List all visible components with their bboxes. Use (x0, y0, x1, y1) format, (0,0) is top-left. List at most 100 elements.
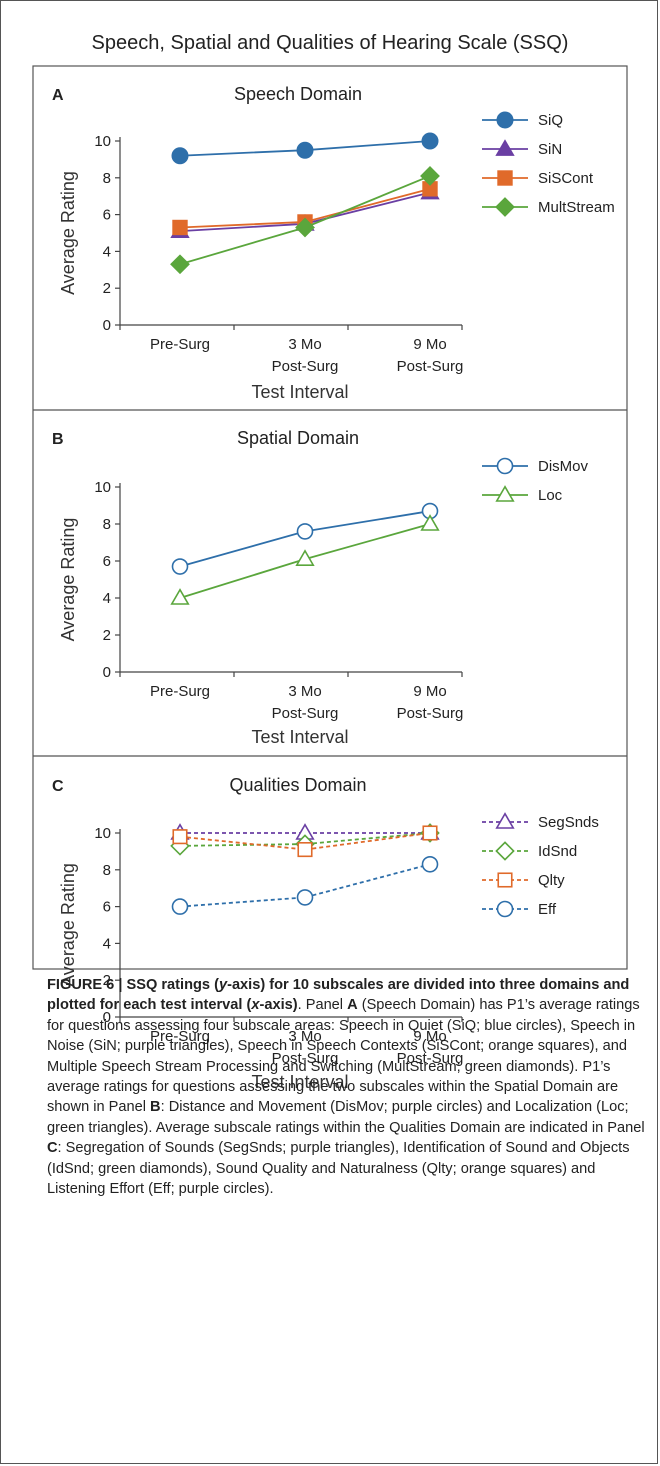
legend-marker (496, 900, 514, 918)
data-point-loc (295, 549, 315, 566)
y-tick-label: 4 (103, 935, 111, 952)
legend-label-siscont: SiSCont (538, 170, 594, 187)
legend-marker (495, 812, 515, 829)
y-axis-label: Average Rating (58, 863, 78, 987)
caption-x-word: x (251, 997, 260, 1014)
chart-panel-c: C Qualities Domain 0 2 4 6 8 10 Pre-Surg 3 Mo Post… (52, 775, 599, 1092)
legend-label-loc: Loc (538, 487, 563, 504)
y-tick-label: 10 (94, 825, 111, 842)
legend-label-dismov: DisMov (538, 458, 589, 475)
y-tick-label: 0 (103, 317, 111, 334)
legend-marker (495, 485, 515, 502)
y-axis-label: Average Rating (58, 171, 78, 295)
data-point-qlty (422, 825, 438, 841)
caption-y-word: y (218, 977, 228, 993)
caption-mid1: -axis) for 10 subscales are divided into… (47, 977, 630, 1014)
y-tick-label: 2 (103, 972, 111, 989)
x-tick-label: Post-Surg (272, 1050, 339, 1067)
x-tick-label: 9 Mo (413, 683, 446, 700)
x-tick-label: 3 Mo (288, 683, 321, 700)
x-tick-label: Pre-Surg (150, 336, 210, 353)
data-point-loc (170, 588, 190, 605)
x-tick-label: 9 Mo (413, 1028, 446, 1045)
caption-panel-b: B (150, 1099, 161, 1116)
caption-mid2: -axis) (259, 997, 298, 1014)
data-point-eff (171, 898, 189, 915)
data-point-dismov (171, 558, 189, 575)
legend-marker (495, 197, 515, 217)
legend-label-segsnds: SegSnds (538, 814, 599, 831)
y-tick-label: 6 (103, 207, 111, 224)
y-tick-label: 4 (103, 243, 111, 260)
y-tick-label: 10 (94, 479, 111, 496)
legend-marker (495, 139, 515, 156)
panel-letter: B (52, 431, 64, 448)
y-tick-label: 10 (94, 133, 111, 150)
data-point-dismov (296, 523, 314, 540)
caption-text3: : Distance and Movement (DisMov; purple … (47, 1099, 645, 1136)
x-tick-label: Post-Surg (397, 705, 464, 722)
legend-marker (496, 457, 514, 475)
y-tick-label: 8 (103, 516, 111, 533)
x-tick-label: Post-Surg (272, 358, 339, 375)
figure-caption: FIGURE 6 | SSQ ratings (y-axis) for 10 s… (47, 975, 645, 1199)
caption-text2: (Speech Domain) has P1’s average ratings… (47, 997, 640, 1116)
caption-panel-a: A (347, 997, 358, 1014)
caption-panel-c: C (47, 1140, 58, 1157)
panel-letter: C (52, 778, 64, 795)
x-tick-label: Post-Surg (397, 358, 464, 375)
data-point-siq (421, 132, 439, 150)
data-point-multstream (295, 217, 315, 238)
x-tick-label: Post-Surg (397, 1050, 464, 1067)
y-tick-label: 2 (103, 627, 111, 644)
chart-outer-box (32, 65, 628, 970)
chart-panels: A Speech Domain 0 2 4 6 8 10 Pre-Surg 3 Mo Post-Su… (52, 84, 615, 1092)
y-tick-label: 8 (103, 862, 111, 879)
data-point-siq (171, 147, 189, 165)
panel-title: Speech Domain (234, 84, 362, 104)
chart-panel-a: A Speech Domain 0 2 4 6 8 10 Pre-Surg 3 Mo Post-Su… (52, 84, 615, 402)
data-point-qlty (297, 842, 313, 858)
caption-heading: FIGURE 6 | SSQ ratings (y-axis) for 10 s… (47, 977, 629, 1013)
y-tick-label: 4 (103, 590, 111, 607)
legend-label-qlty: Qlty (538, 872, 565, 889)
y-tick-label: 2 (103, 280, 111, 297)
panel-title: Qualities Domain (229, 775, 366, 795)
data-point-qlty (172, 829, 188, 845)
y-tick-label: 0 (103, 664, 111, 681)
data-point-loc (420, 514, 440, 531)
figure-title: Speech, Spatial and Qualities of Hearing… (92, 32, 569, 54)
data-point-siscont (172, 219, 188, 236)
y-tick-label: 6 (103, 899, 111, 916)
y-tick-label: 6 (103, 553, 111, 570)
x-tick-label: Pre-Surg (150, 683, 210, 700)
panel-letter: A (52, 87, 64, 104)
data-point-eff (421, 855, 439, 873)
x-tick-label: Post-Surg (272, 705, 339, 722)
x-axis-label: Test Interval (251, 727, 348, 747)
legend-label-siq: SiQ (538, 112, 563, 129)
legend-label-multstream: MultStream (538, 199, 615, 216)
y-tick-label: 8 (103, 170, 111, 187)
x-tick-label: 9 Mo (413, 336, 446, 353)
y-tick-label: 0 (103, 1009, 111, 1026)
legend-marker (497, 872, 513, 888)
x-axis-label: Test Interval (251, 382, 348, 402)
x-axis-label: Test Interval (251, 1072, 348, 1092)
x-tick-label: 3 Mo (288, 1028, 321, 1045)
data-point-multstream (420, 166, 440, 186)
x-tick-label: Pre-Surg (150, 1028, 210, 1045)
data-point-siq (296, 141, 314, 159)
legend-marker (495, 841, 515, 861)
y-axis-label: Average Rating (58, 518, 78, 642)
chart-panel-b: B Spatial Domain 0 2 4 6 8 10 Pre-Surg 3 Mo Post-S… (52, 428, 589, 747)
data-point-eff (296, 889, 314, 906)
legend-marker (497, 170, 513, 186)
series-line-eff (179, 863, 431, 908)
legend-marker (496, 111, 514, 129)
caption-text4: : Segregation of Sounds (SegSnds; purple… (47, 1140, 630, 1198)
caption-text1: . Panel (297, 997, 348, 1014)
legend-label-sin: SiN (538, 141, 562, 158)
legend-label-eff: Eff (538, 901, 557, 918)
